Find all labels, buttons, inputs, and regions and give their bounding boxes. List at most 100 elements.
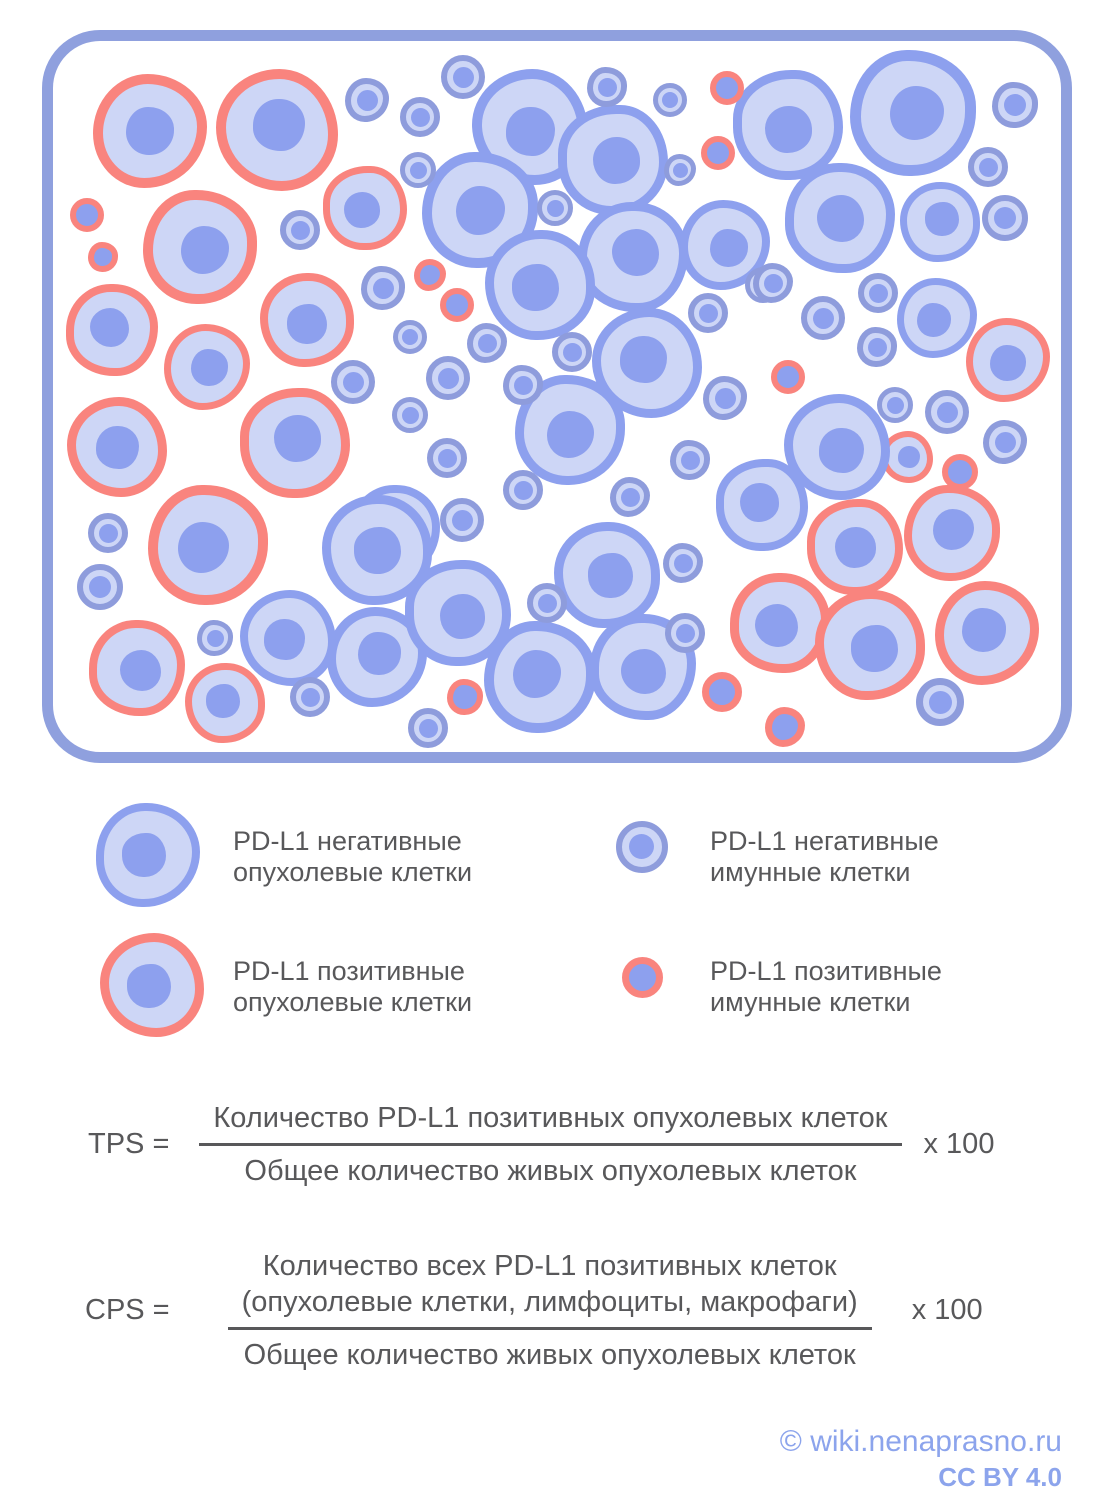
cell-nucleus bbox=[300, 687, 320, 707]
cell-nucleus bbox=[477, 333, 497, 353]
pdl1-positive-tumor-cell bbox=[904, 485, 1000, 581]
pdl1-negative-immune-cell bbox=[753, 263, 793, 303]
legend-label-line: опухолевые клетки bbox=[233, 857, 473, 887]
fraction-line bbox=[227, 1327, 872, 1330]
cell-nucleus bbox=[439, 593, 485, 639]
pdl1-negative-immune-cell bbox=[925, 390, 969, 434]
pdl1-positive-tumor-cell bbox=[164, 324, 250, 410]
cell-nucleus bbox=[546, 199, 564, 217]
cell-nucleus bbox=[611, 229, 659, 277]
cell-nucleus bbox=[95, 425, 139, 469]
pdl1-negative-immune-cell bbox=[426, 356, 470, 400]
legend-label-line: имунные клетки bbox=[710, 857, 911, 887]
pdl1-positive-tumor-cell bbox=[89, 620, 185, 716]
cell-nucleus bbox=[698, 303, 718, 323]
cell-nucleus bbox=[191, 348, 229, 386]
pdl1-negative-immune-cell bbox=[393, 320, 427, 354]
legend-label-line: PD-L1 негативные bbox=[710, 826, 939, 856]
pdl1-negative-immune-cell bbox=[664, 154, 696, 186]
pdl1-positive-immune-cell-icon bbox=[622, 957, 663, 998]
tps-numerator: Количество PD-L1 позитивных опухолевых к… bbox=[213, 1102, 888, 1134]
pdl1-negative-immune-cell bbox=[345, 78, 389, 122]
cell-nucleus bbox=[714, 387, 736, 409]
legend-label-line: PD-L1 позитивные bbox=[233, 956, 465, 986]
cell-nucleus bbox=[206, 629, 224, 647]
pdl1-positive-tumor-cell bbox=[240, 388, 350, 498]
attribution-license: CC BY 4.0 bbox=[938, 1462, 1062, 1492]
pdl1-negative-tumor-cell bbox=[784, 394, 890, 500]
cell-nucleus bbox=[356, 89, 378, 111]
cell-nucleus bbox=[401, 406, 419, 424]
cps-label: CPS = bbox=[85, 1294, 170, 1326]
pdl1-positive-tumor-cell bbox=[143, 190, 257, 304]
cell-nucleus bbox=[127, 964, 171, 1008]
pdl1-negative-tumor-cell-icon bbox=[96, 803, 200, 907]
cps-multiplier: x 100 bbox=[911, 1294, 983, 1326]
pdl1-negative-immune-cell bbox=[527, 583, 567, 623]
pdl1-positive-tumor-cell bbox=[935, 581, 1039, 685]
cell-nucleus bbox=[513, 375, 533, 395]
pdl1-negative-immune-cell bbox=[280, 210, 320, 250]
pdl1-negative-immune-cell bbox=[427, 438, 467, 478]
cell-nucleus bbox=[994, 207, 1016, 229]
pdl1-positive-tumor-cell bbox=[185, 663, 265, 743]
cell-nucleus bbox=[867, 337, 887, 357]
pdl1-negative-immune-cell bbox=[440, 498, 484, 542]
pdl1-negative-immune-cell bbox=[653, 83, 687, 117]
pdl1-negative-immune-cell bbox=[983, 420, 1027, 464]
pdl1-positive-tumor-cell bbox=[260, 273, 354, 367]
tps-multiplier: x 100 bbox=[923, 1128, 995, 1160]
cell-nucleus bbox=[961, 607, 1006, 652]
legend-label-line: опухолевые клетки bbox=[233, 987, 473, 1017]
cell-nucleus bbox=[455, 185, 505, 235]
pdl1-negative-immune-cell bbox=[877, 387, 913, 423]
cell-nucleus bbox=[597, 77, 617, 97]
pdl1-negative-immune-cell bbox=[552, 332, 592, 372]
cell-nucleus bbox=[889, 86, 944, 140]
cell-nucleus bbox=[505, 107, 555, 157]
cell-nucleus bbox=[994, 431, 1016, 453]
pdl1-negative-immune-cell bbox=[467, 323, 507, 363]
cell-layer bbox=[53, 41, 1061, 752]
footer-attribution: © wiki.nenaprasno.ru CC BY 4.0 bbox=[780, 1425, 1062, 1492]
cell-nucleus bbox=[452, 66, 474, 88]
cell-nucleus bbox=[916, 302, 951, 337]
cell-nucleus bbox=[537, 593, 557, 613]
pdl1-negative-tumor-cell bbox=[554, 522, 660, 628]
cell-nucleus bbox=[177, 521, 229, 573]
pdl1-negative-immune-cell bbox=[688, 293, 728, 333]
pdl1-negative-tumor-cell bbox=[558, 105, 668, 215]
cell-nucleus bbox=[754, 603, 798, 647]
cps-numerator-line2: (опухолевые клетки, лимфоциты, макрофаги… bbox=[241, 1286, 858, 1318]
pdl1-negative-immune-cell-icon bbox=[616, 821, 668, 873]
cell-nucleus bbox=[834, 526, 876, 568]
cell-nucleus bbox=[818, 427, 864, 473]
cell-nucleus bbox=[290, 220, 310, 240]
cell-nucleus bbox=[89, 307, 129, 347]
pdl1-negative-tumor-cell bbox=[484, 621, 596, 733]
legend-label: PD-L1 негативные имунные клетки bbox=[710, 826, 939, 888]
pdl1-negative-tumor-cell bbox=[850, 50, 976, 176]
cell-nucleus bbox=[680, 450, 700, 470]
pdl1-positive-immune-cell bbox=[88, 242, 118, 272]
cell-nucleus bbox=[418, 718, 438, 738]
pdl1-negative-tumor-cell bbox=[900, 182, 980, 262]
pdl1-positive-tumor-cell bbox=[966, 318, 1050, 402]
cell-nucleus bbox=[437, 367, 459, 389]
cell-nucleus bbox=[512, 263, 560, 311]
cell-nucleus bbox=[205, 683, 240, 718]
pdl1-positive-tumor-cell bbox=[323, 166, 407, 250]
pdl1-negative-tumor-cell bbox=[716, 459, 808, 551]
pdl1-negative-immune-cell bbox=[916, 678, 964, 726]
cell-field-frame bbox=[42, 30, 1072, 763]
cell-nucleus bbox=[357, 631, 401, 675]
pdl1-negative-immune-cell bbox=[361, 266, 405, 310]
pdl1-positive-immune-cell bbox=[414, 259, 446, 291]
pdl1-positive-immune-cell bbox=[702, 672, 742, 712]
cell-nucleus bbox=[978, 157, 998, 177]
pdl1-positive-immune-cell bbox=[701, 136, 735, 170]
cell-nucleus bbox=[672, 162, 688, 178]
cell-nucleus bbox=[924, 201, 959, 236]
pdl1-positive-tumor-cell bbox=[216, 69, 338, 191]
